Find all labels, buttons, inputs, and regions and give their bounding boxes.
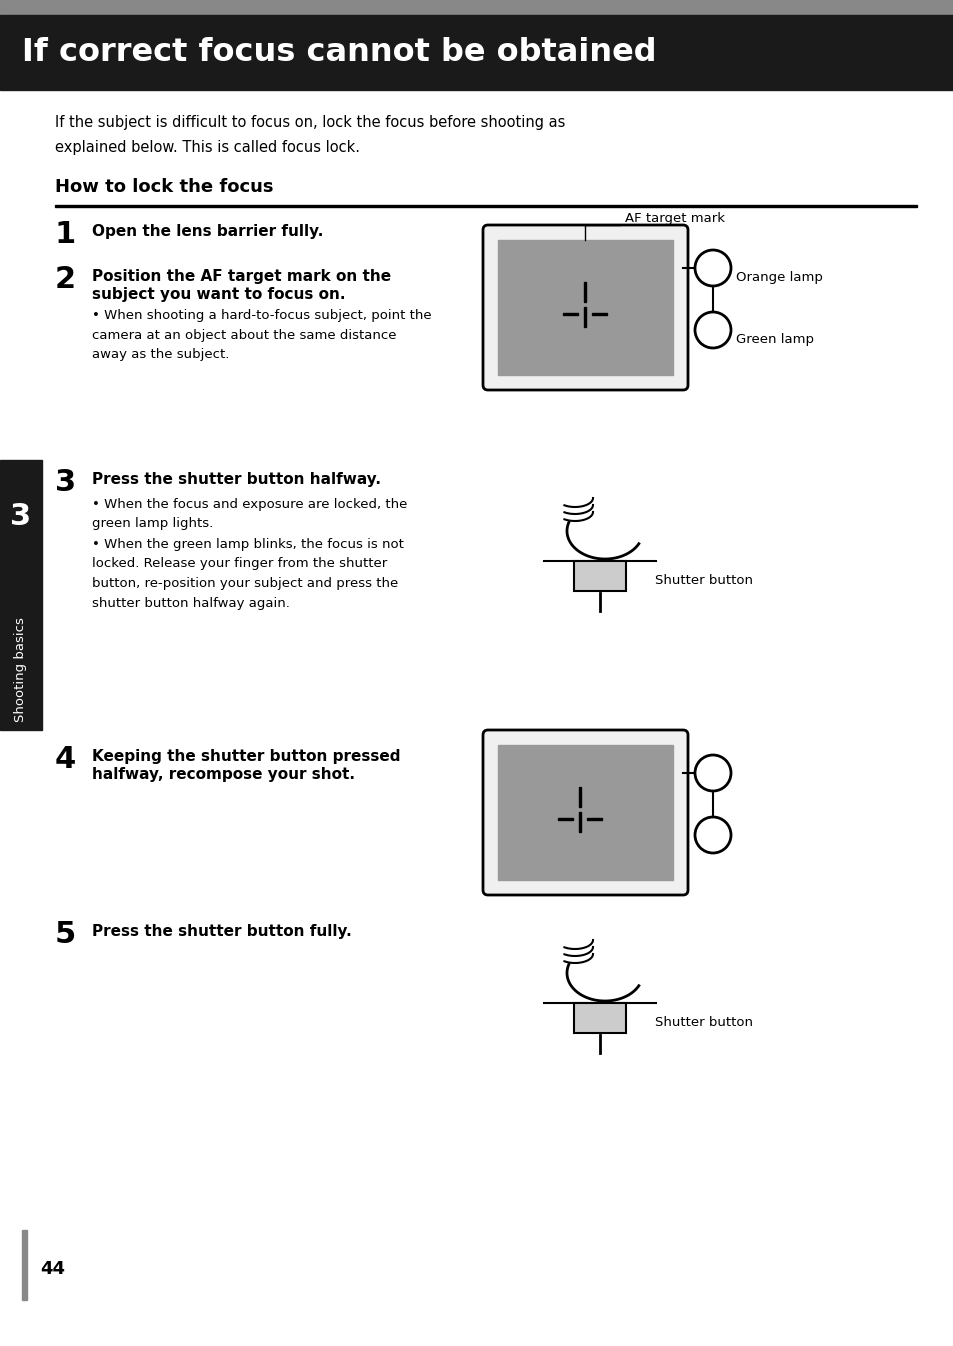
- Bar: [22, 1230, 27, 1300]
- Bar: [586, 817, 601, 820]
- Text: • When the green lamp blinks, the focus is not
locked. Release your finger from : • When the green lamp blinks, the focus …: [91, 538, 403, 610]
- Bar: [583, 283, 586, 302]
- Text: explained below. This is called focus lock.: explained below. This is called focus lo…: [55, 140, 359, 155]
- Text: Shutter button: Shutter button: [655, 575, 752, 587]
- Text: Keeping the shutter button pressed: Keeping the shutter button pressed: [91, 748, 400, 765]
- Text: subject you want to focus on.: subject you want to focus on.: [91, 287, 345, 302]
- Bar: [592, 312, 606, 315]
- Bar: [497, 240, 672, 376]
- Text: 44: 44: [40, 1260, 65, 1277]
- Bar: [562, 312, 578, 315]
- Text: Press the shutter button fully.: Press the shutter button fully.: [91, 923, 352, 940]
- Text: 1: 1: [55, 219, 76, 249]
- Circle shape: [695, 817, 730, 853]
- Circle shape: [695, 312, 730, 349]
- Text: • When the focus and exposure are locked, the
green lamp lights.: • When the focus and exposure are locked…: [91, 498, 407, 530]
- Text: 3: 3: [55, 468, 76, 497]
- Bar: [578, 787, 581, 808]
- Text: Position the AF target mark on the: Position the AF target mark on the: [91, 269, 391, 284]
- Circle shape: [695, 755, 730, 791]
- Bar: [558, 817, 573, 820]
- Text: 3: 3: [10, 502, 31, 532]
- Text: Shooting basics: Shooting basics: [14, 616, 28, 721]
- Text: Shutter button: Shutter button: [655, 1016, 752, 1030]
- Text: Orange lamp: Orange lamp: [735, 272, 822, 284]
- Bar: [0, 15, 953, 90]
- Text: AF target mark: AF target mark: [624, 213, 724, 225]
- Text: If correct focus cannot be obtained: If correct focus cannot be obtained: [22, 36, 656, 69]
- Text: 2: 2: [55, 265, 76, 293]
- Bar: [578, 812, 581, 832]
- Bar: [574, 561, 625, 591]
- Bar: [583, 307, 586, 327]
- Text: 4: 4: [55, 744, 76, 774]
- Circle shape: [695, 250, 730, 285]
- Bar: [574, 1003, 625, 1032]
- Text: Press the shutter button halfway.: Press the shutter button halfway.: [91, 472, 380, 487]
- Text: halfway, recompose your shot.: halfway, recompose your shot.: [91, 767, 355, 782]
- Text: How to lock the focus: How to lock the focus: [55, 178, 274, 197]
- FancyBboxPatch shape: [482, 225, 687, 390]
- Text: Green lamp: Green lamp: [735, 334, 813, 346]
- FancyBboxPatch shape: [482, 730, 687, 895]
- Text: Open the lens barrier fully.: Open the lens barrier fully.: [91, 223, 323, 240]
- Bar: [497, 744, 672, 880]
- Bar: [0, 0, 953, 15]
- Bar: [0, 460, 42, 730]
- Text: 5: 5: [55, 921, 76, 949]
- Text: If the subject is difficult to focus on, lock the focus before shooting as: If the subject is difficult to focus on,…: [55, 114, 565, 131]
- Text: • When shooting a hard-to-focus subject, point the
camera at an object about the: • When shooting a hard-to-focus subject,…: [91, 310, 431, 361]
- Bar: [55, 205, 916, 207]
